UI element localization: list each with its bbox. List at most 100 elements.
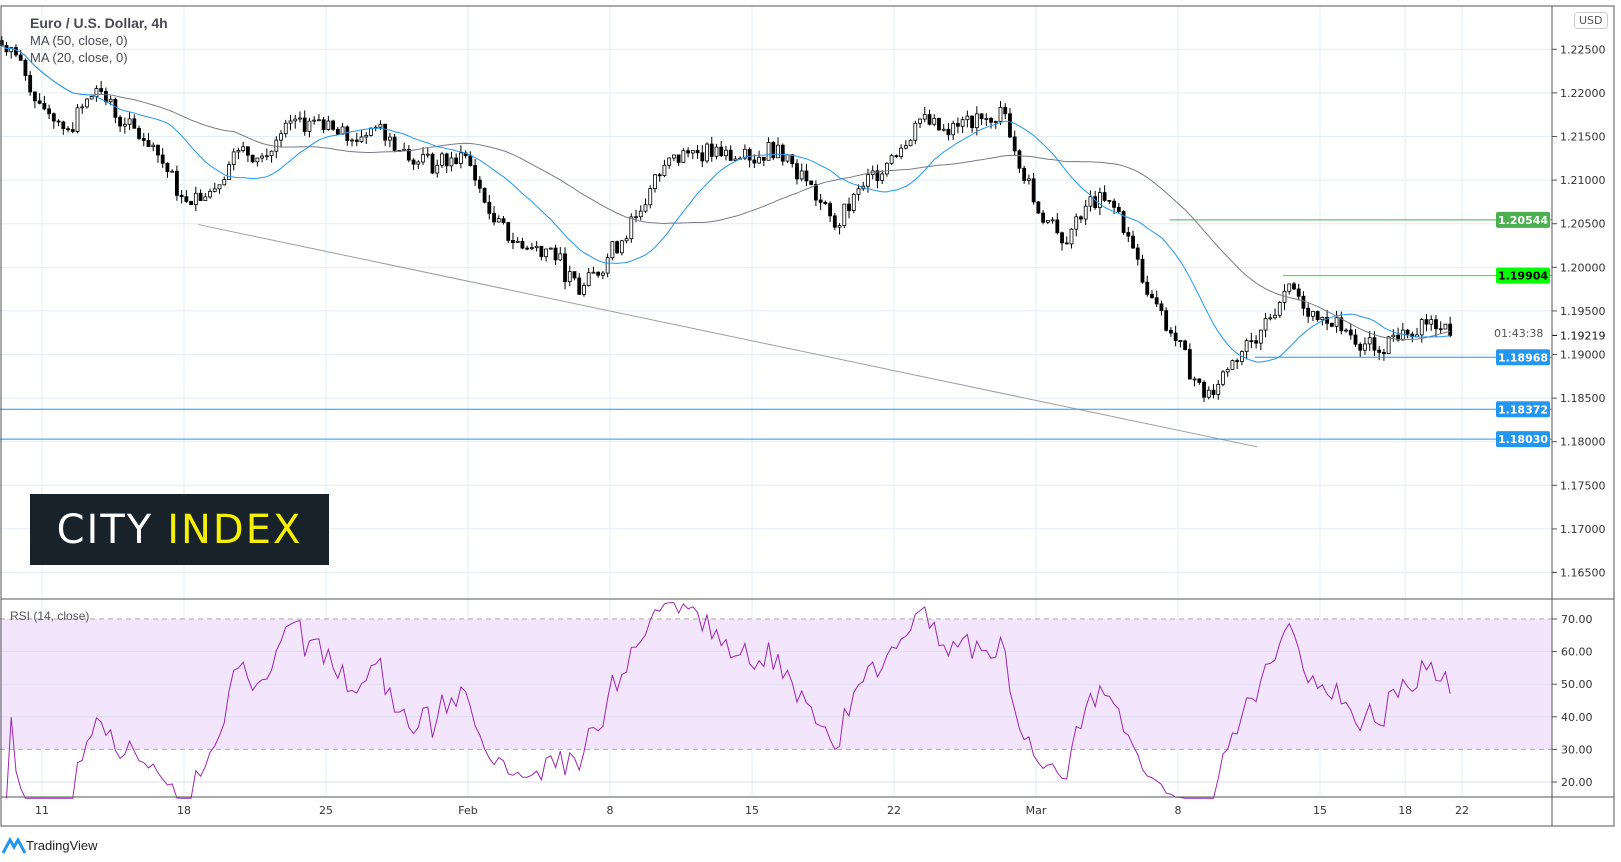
candle-body	[1121, 211, 1126, 233]
candle-body	[435, 164, 440, 174]
candle-body	[66, 128, 70, 131]
candle-body	[350, 139, 354, 142]
rsi-legend[interactable]: RSI (14, close)	[10, 609, 90, 623]
candle-body	[823, 201, 828, 204]
candle-body	[94, 88, 99, 97]
candle-body	[1348, 329, 1353, 336]
candle-body	[321, 119, 326, 130]
candle-body	[743, 148, 747, 159]
candle-body	[837, 225, 842, 228]
candle-body	[236, 150, 241, 153]
candle-body	[951, 123, 956, 136]
chart-frame	[0, 5, 1615, 827]
level-badge	[1496, 211, 1550, 228]
candle-body	[539, 245, 544, 258]
candle-body	[634, 216, 638, 219]
rsi-tick-label: 70.00	[1561, 613, 1593, 626]
candle-body	[908, 139, 913, 147]
logo-word-index: INDEX	[167, 506, 303, 553]
ma20-legend[interactable]: MA (20, close, 0)	[30, 50, 128, 65]
candle-body	[122, 123, 127, 127]
candle-body	[127, 118, 132, 125]
ma50-legend[interactable]: MA (50, close, 0)	[30, 33, 128, 48]
candle-body	[548, 247, 553, 250]
candle-body	[1306, 307, 1311, 317]
candle-body	[1140, 258, 1145, 283]
candle-body	[596, 271, 601, 276]
candle-body	[662, 164, 667, 176]
candle-body	[383, 123, 388, 141]
level-badge-label: 1.19904	[1498, 270, 1548, 283]
candle-body	[1107, 199, 1112, 202]
candle-body	[312, 119, 317, 122]
candle-body	[492, 213, 496, 223]
candle-body	[672, 154, 676, 159]
candle-body	[1358, 343, 1363, 351]
candle-body	[70, 129, 75, 132]
candle-body	[425, 153, 430, 156]
candle-body	[345, 126, 350, 141]
time-tick-label: 11	[35, 804, 49, 817]
candle-body	[615, 241, 619, 254]
candle-body	[1235, 360, 1240, 363]
level-badge-label: 1.18372	[1498, 403, 1548, 416]
candle-body	[932, 117, 937, 125]
candle-body	[733, 158, 738, 161]
candle-body	[1268, 317, 1273, 320]
candle-body	[1244, 340, 1249, 353]
candle-body	[51, 113, 56, 122]
candle-body	[1405, 329, 1410, 335]
currency-badge[interactable]: USD	[1574, 12, 1608, 29]
time-tick-label: 8	[607, 804, 614, 817]
tradingview-icon	[2, 836, 26, 854]
city-index-logo: CITY INDEX	[30, 494, 329, 565]
candle-body	[974, 113, 979, 129]
tradingview-logo[interactable]: TradingView	[2, 836, 98, 854]
candle-body	[728, 149, 733, 161]
candle-body	[260, 155, 265, 159]
candle-body	[1112, 200, 1116, 208]
candle-body	[1230, 360, 1235, 370]
candle-body	[761, 156, 766, 161]
candle-body	[922, 114, 927, 120]
candle-body	[241, 146, 246, 151]
candle-body	[454, 157, 459, 164]
candle-body	[572, 271, 577, 279]
candle-body	[411, 159, 416, 165]
candle-body	[918, 118, 922, 124]
candle-body	[1069, 228, 1074, 245]
candle-body	[1363, 343, 1367, 351]
price-tick-label: 1.19500	[1560, 305, 1606, 318]
rsi-line	[6, 602, 1451, 799]
tradingview-label: TradingView	[26, 837, 98, 853]
candle-body	[1031, 178, 1036, 203]
candle-body	[809, 180, 814, 185]
candle-body	[766, 142, 771, 161]
candle-body	[719, 146, 724, 157]
bar-countdown: 01:43:38	[1494, 327, 1544, 340]
candle-body	[875, 170, 880, 181]
candle-body	[113, 98, 118, 118]
candle-body	[832, 215, 837, 228]
level-badge-label: 1.18030	[1498, 433, 1548, 446]
candle-body	[1088, 196, 1093, 207]
candle-body	[170, 170, 175, 173]
candle-body	[724, 149, 728, 157]
price-tick-label: 1.21500	[1560, 131, 1606, 144]
rsi-tick-label: 40.00	[1561, 711, 1593, 724]
candle-body	[530, 247, 534, 250]
candle-body	[804, 170, 809, 182]
candle-body	[141, 138, 146, 141]
candle-body	[1315, 311, 1320, 321]
candle-body	[364, 135, 369, 138]
time-tick-label: 15	[745, 804, 759, 817]
candle-body	[293, 118, 298, 122]
level-badge-label: 1.20544	[1498, 214, 1548, 227]
candle-body	[965, 115, 970, 121]
candle-body	[638, 210, 643, 218]
last-price-label: 1.19219	[1560, 329, 1606, 342]
candle-body	[1036, 201, 1041, 214]
candle-body	[421, 154, 425, 163]
candle-body	[1060, 232, 1064, 244]
